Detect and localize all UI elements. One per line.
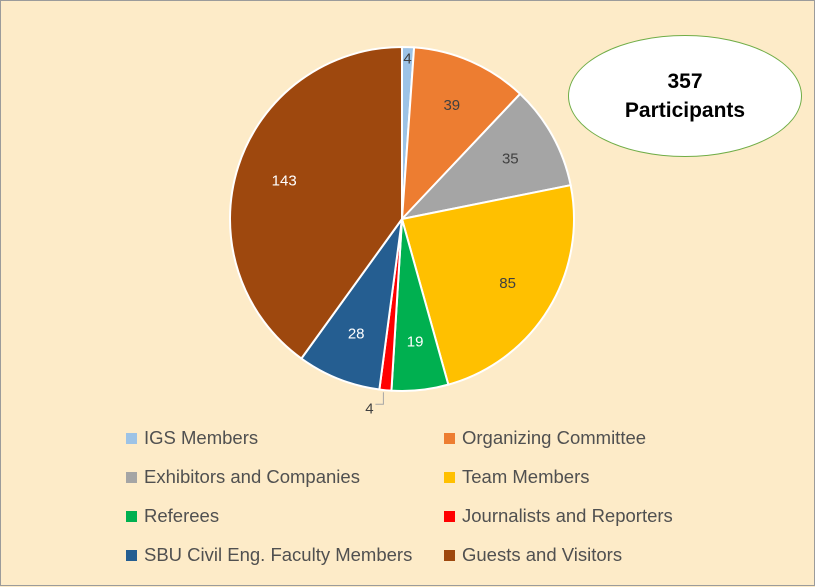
data-label-journalists: 4	[365, 401, 373, 418]
legend-label: Guests and Visitors	[462, 544, 623, 565]
pie-slice-guests-visitors	[228, 45, 403, 360]
legend-swatch	[126, 432, 137, 444]
legend-label: Referees	[144, 505, 220, 526]
data-label-guests-visitors: 143	[272, 172, 297, 189]
total-count: 357	[667, 70, 703, 93]
legend-item-team-members: Team Members	[444, 465, 704, 489]
legend-item-journalists-and-reporters: Journalists and Reporters	[444, 504, 704, 528]
legend-label: IGS Members	[144, 427, 259, 448]
legend-swatch	[444, 510, 455, 522]
legend-label: SBU Civil Eng. Faculty Members	[144, 544, 413, 565]
legend-item-sbu-faculty-members: SBU Civil Eng. Faculty Members	[126, 543, 444, 567]
legend: IGS Members Organizing Committee Exhibit…	[126, 426, 704, 567]
data-label-igs-members: 4	[403, 51, 411, 68]
legend-swatch	[444, 549, 455, 561]
legend-item-guests-and-visitors: Guests and Visitors	[444, 543, 704, 567]
data-label-team-members: 85	[499, 275, 516, 292]
legend-item-organizing-committee: Organizing Committee	[444, 426, 704, 450]
leader-line	[375, 392, 384, 405]
data-label-sbu-faculty: 28	[348, 326, 365, 343]
legend-item-igs-members: IGS Members	[126, 426, 444, 450]
legend-label: Exhibitors and Companies	[144, 466, 360, 487]
total-label: Participants	[624, 99, 746, 122]
legend-label: Organizing Committee	[462, 427, 647, 448]
legend-swatch	[126, 510, 137, 522]
legend-label: Team Members	[462, 466, 590, 487]
legend-swatch	[444, 432, 455, 444]
legend-label: Journalists and Reporters	[462, 505, 673, 526]
legend-item-referees: Referees	[126, 504, 444, 528]
legend-swatch	[126, 471, 137, 483]
pie-slice-exhibitors	[399, 92, 572, 221]
legend-item-exhibitors-and-companies: Exhibitors and Companies	[126, 465, 444, 489]
legend-swatch	[126, 549, 137, 561]
legend-swatch	[444, 471, 455, 483]
data-label-exhibitors: 35	[502, 151, 519, 168]
data-label-referees: 19	[407, 334, 424, 351]
pie-slice-team-members	[400, 183, 575, 386]
total-participants-callout: 357 Participants	[568, 35, 802, 157]
pie-slice-organizing-committee	[400, 46, 522, 222]
data-label-organizing-committee: 39	[443, 97, 460, 114]
